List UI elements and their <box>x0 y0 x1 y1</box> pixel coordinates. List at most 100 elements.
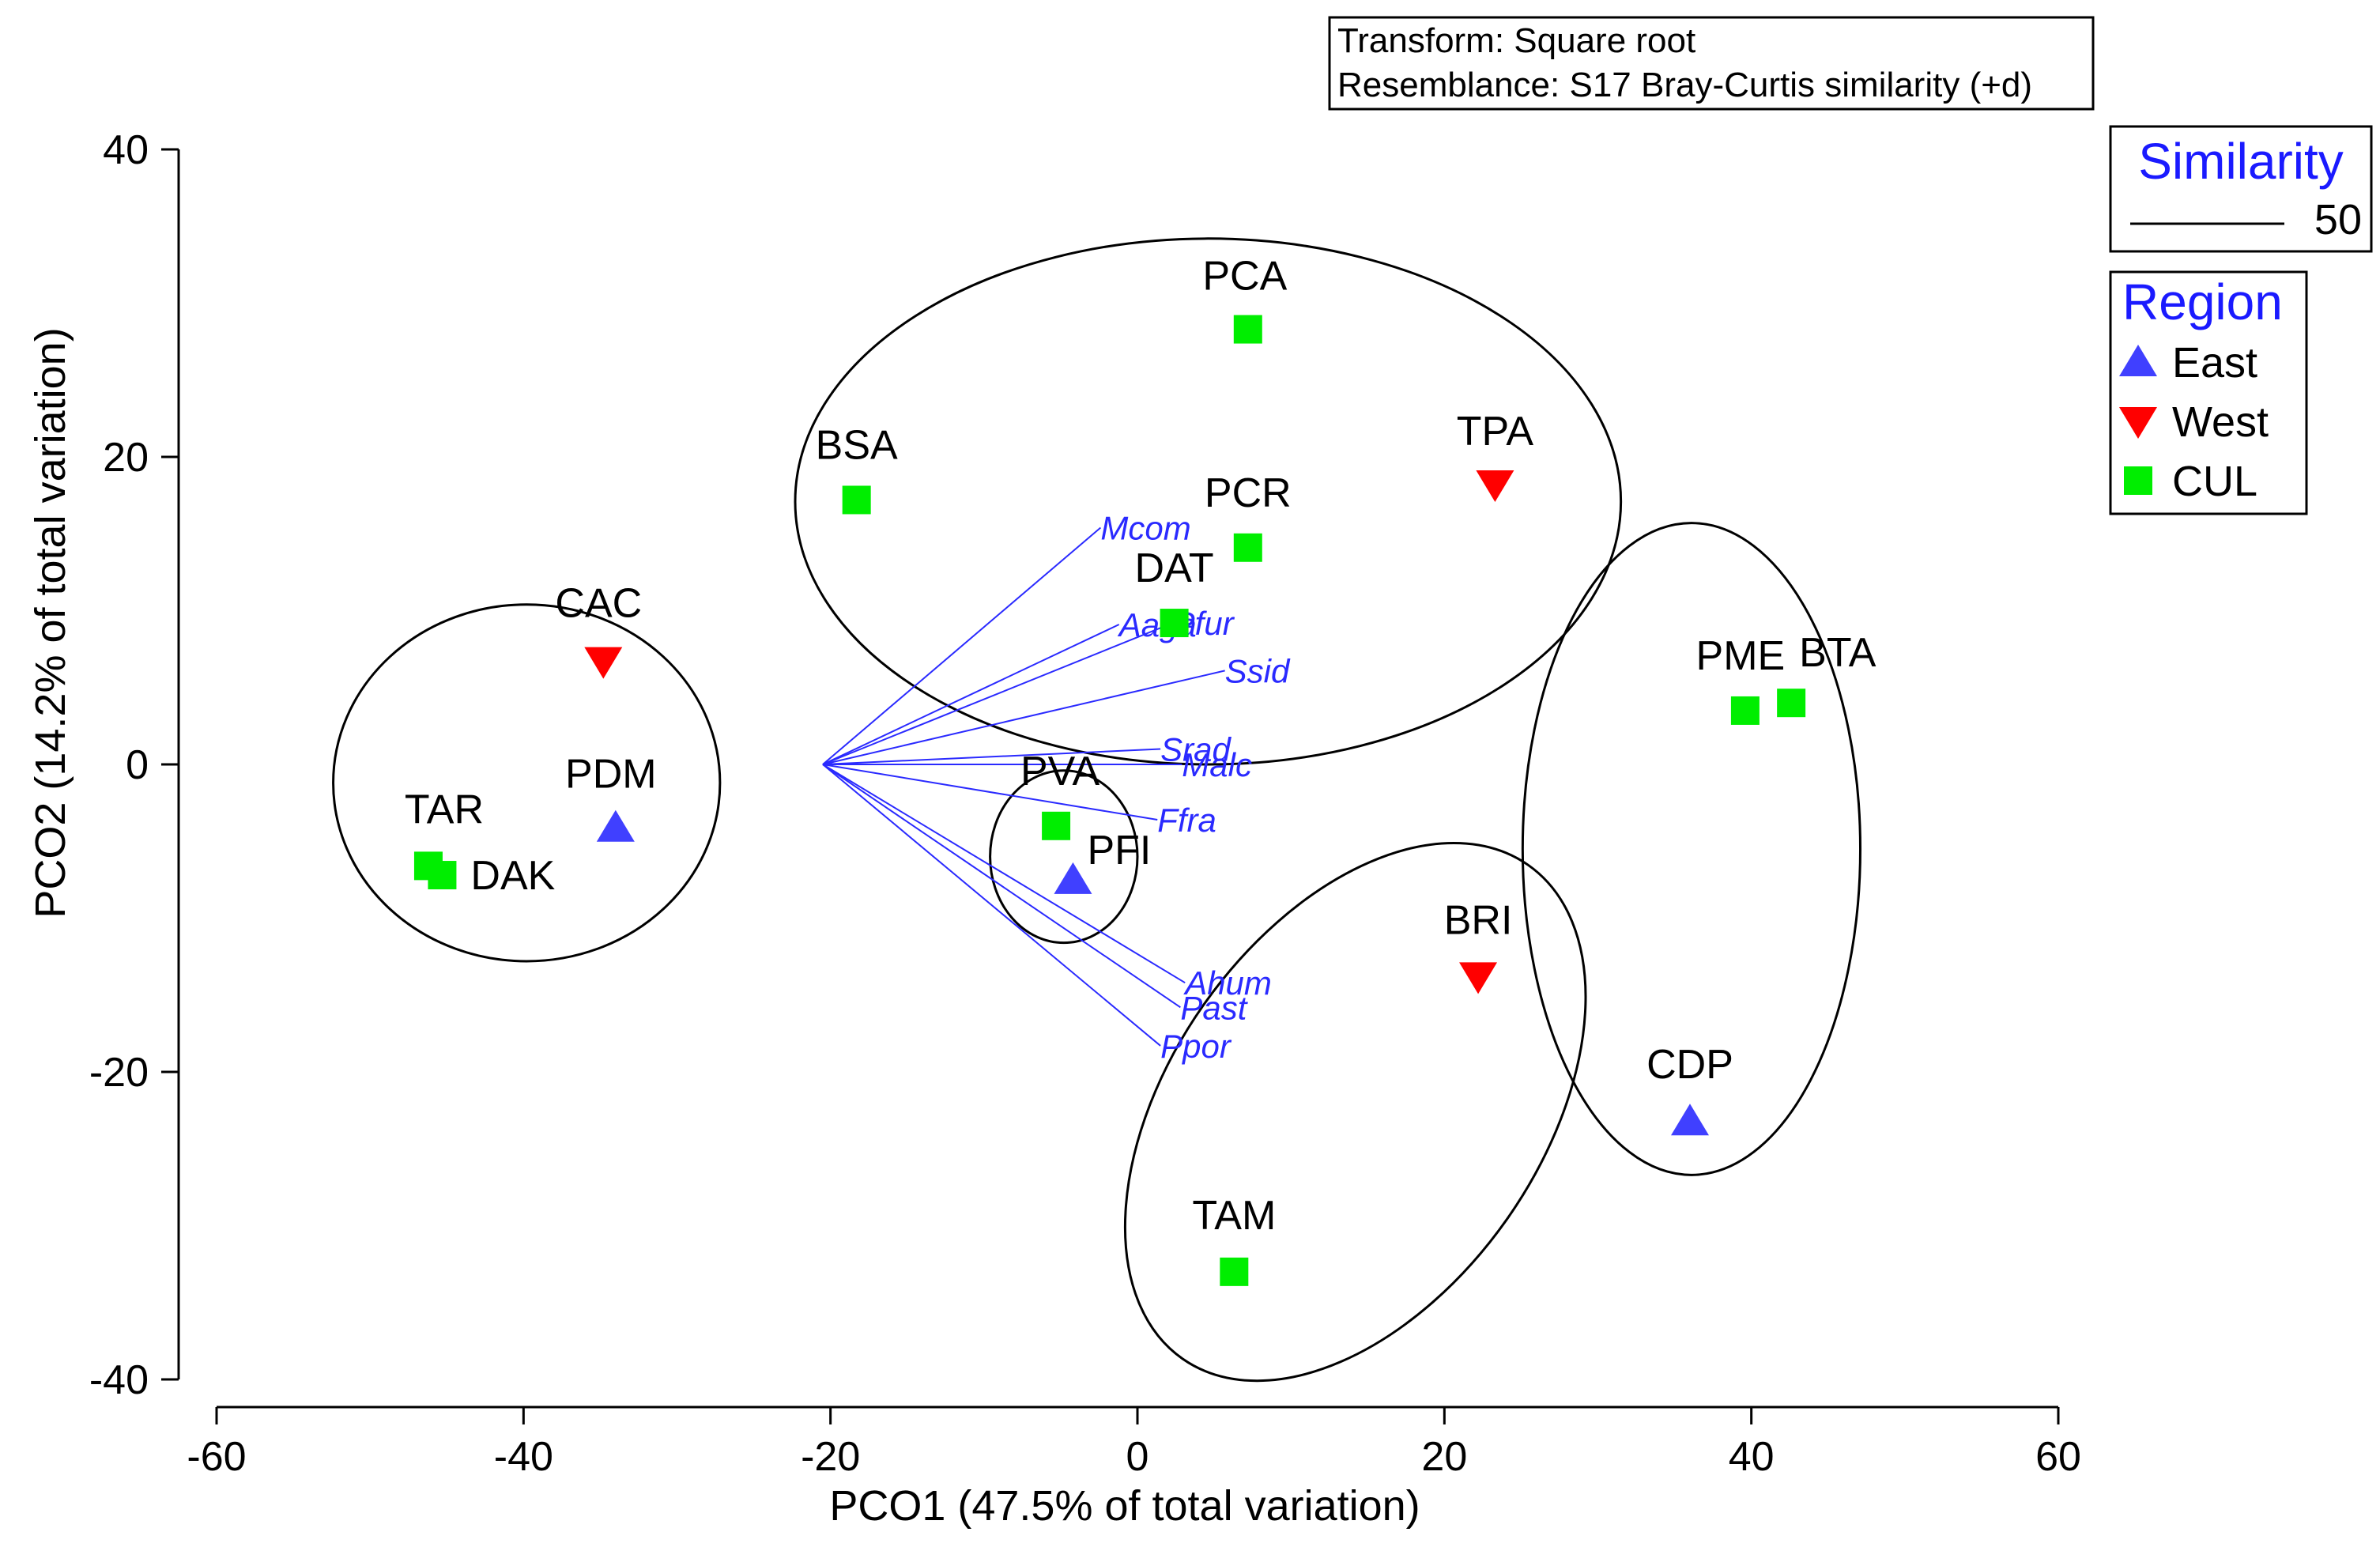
point-marker-pca <box>1233 315 1262 344</box>
legend-marker-west <box>2119 407 2157 439</box>
vector-srad <box>822 748 1161 765</box>
axes: -40 -20 0 20 40 -60 -40 -20 0 20 40 60 PCO1 (47.5%… <box>27 127 2081 1530</box>
vector-label-past: Past <box>1180 989 1248 1026</box>
similarity-ellipse <box>332 603 722 963</box>
legend-item-west: West <box>2119 398 2269 446</box>
point-label-tar: TAR <box>405 787 484 832</box>
vector-label-ssid: Ssid <box>1225 652 1291 689</box>
x-tick-label: 20 <box>1421 1434 1467 1480</box>
point-tam: TAM <box>1192 1193 1276 1286</box>
region-legend-title: Region <box>2122 274 2283 330</box>
similarity-legend-value: 50 <box>2314 196 2362 243</box>
point-label-cdp: CDP <box>1646 1042 1733 1088</box>
y-tick-label: 0 <box>126 742 149 788</box>
point-cac: CAC <box>555 581 642 679</box>
point-label-dak: DAK <box>470 853 555 899</box>
point-bri: BRI <box>1444 897 1513 994</box>
region-legend: Region East West CUL <box>2109 270 2308 515</box>
legend-item-cul: CUL <box>2124 458 2257 505</box>
x-tick-label: 40 <box>1729 1434 1775 1480</box>
point-bsa: BSA <box>816 422 898 515</box>
point-marker-pva <box>1042 811 1071 840</box>
point-bta: BTA <box>1777 630 1876 718</box>
vector-label-ppor: Ppor <box>1160 1028 1232 1065</box>
x-tick-label: -20 <box>801 1434 860 1480</box>
x-axis-ticks: -60 -40 -20 0 20 40 60 <box>187 1407 2081 1480</box>
point-label-dat: DAT <box>1135 545 1214 591</box>
similarity-ellipses <box>332 237 1862 1383</box>
y-tick-label: -40 <box>89 1357 149 1403</box>
similarity-ellipse <box>794 237 1623 766</box>
point-marker-pme <box>1730 696 1760 725</box>
point-label-pva: PVA <box>1020 749 1100 794</box>
info-box-frame <box>1328 16 2095 111</box>
sample-points: PCA TPA BSA PCR DAT CAC PDM TAR DAK PVA PFI PME BTA B… <box>405 254 1876 1286</box>
point-marker-bri <box>1459 962 1498 994</box>
point-marker-dat <box>1160 609 1189 638</box>
point-marker-bsa <box>842 485 871 515</box>
point-marker-tam <box>1220 1257 1249 1286</box>
legend-marker-east <box>2119 345 2157 376</box>
y-tick-label: -20 <box>89 1050 149 1096</box>
point-label-pfi: PFI <box>1087 828 1151 873</box>
legend-label-east: East <box>2172 339 2257 387</box>
x-tick-label: 0 <box>1126 1434 1149 1480</box>
legend-label-west: West <box>2172 398 2269 446</box>
x-tick-label: -40 <box>494 1434 553 1480</box>
y-tick-label: 20 <box>103 435 149 481</box>
legend-item-east: East <box>2119 339 2257 387</box>
info-box: Transform: Square root Resemblance: S17 … <box>1328 16 2095 111</box>
point-pme: PME <box>1696 633 1786 725</box>
point-marker-cdp <box>1671 1104 1709 1136</box>
vector-ppor <box>822 764 1161 1047</box>
point-pca: PCA <box>1202 254 1288 344</box>
info-transform: Transform: Square root <box>1337 21 1695 60</box>
point-label-pme: PME <box>1696 633 1786 679</box>
vector-pfur <box>822 622 1174 765</box>
vector-past <box>822 764 1181 1009</box>
vector-mcom <box>822 526 1102 765</box>
vector-label-mcom: Mcom <box>1100 509 1190 546</box>
point-marker-tpa <box>1476 470 1514 503</box>
point-label-cac: CAC <box>555 581 642 627</box>
point-pfi: PFI <box>1054 828 1151 894</box>
similarity-legend-frame <box>2109 125 2373 253</box>
point-tpa: TPA <box>1457 409 1534 503</box>
y-axis-ticks: -40 -20 0 20 40 <box>89 127 179 1403</box>
legend-label-cul: CUL <box>2172 458 2257 505</box>
similarity-legend-title: Similarity <box>2138 133 2344 190</box>
point-label-bta: BTA <box>1799 630 1876 676</box>
similarity-ellipse <box>1521 522 1862 1176</box>
point-label-pdm: PDM <box>565 752 657 798</box>
x-axis-title: PCO1 (47.5% of total variation) <box>829 1482 1420 1530</box>
point-marker-dak <box>428 861 457 890</box>
point-pcr: PCR <box>1205 470 1292 562</box>
point-marker-bta <box>1777 689 1806 718</box>
similarity-legend: Similarity 50 <box>2109 125 2373 253</box>
point-label-tam: TAM <box>1192 1193 1276 1239</box>
point-label-bsa: BSA <box>816 422 898 468</box>
similarity-ellipse <box>989 769 1139 945</box>
point-marker-pdm <box>596 809 635 842</box>
point-cdp: CDP <box>1646 1042 1733 1136</box>
x-tick-label: -60 <box>187 1434 246 1480</box>
point-label-tpa: TPA <box>1457 409 1534 455</box>
point-pva: PVA <box>1020 749 1100 840</box>
vector-ffra <box>822 764 1158 821</box>
point-marker-pfi <box>1054 862 1092 894</box>
point-dak: DAK <box>428 853 556 899</box>
vector-aaga <box>822 624 1120 765</box>
y-axis-title: PCO2 (14.2% of total variation) <box>27 327 74 918</box>
similarity-ellipse <box>1123 841 1587 1383</box>
info-resemblance: Resemblance: S17 Bray-Curtis similarity … <box>1337 66 2032 104</box>
region-legend-items: East West CUL <box>2119 339 2269 505</box>
point-label-pca: PCA <box>1202 254 1287 300</box>
vector-ssid <box>822 670 1225 765</box>
y-tick-label: 40 <box>103 127 149 173</box>
point-dat: DAT <box>1135 545 1214 638</box>
point-marker-cac <box>584 647 623 679</box>
point-pdm: PDM <box>565 752 657 842</box>
vector-label-ahum: Ahum <box>1182 964 1272 1002</box>
point-label-bri: BRI <box>1444 897 1513 943</box>
